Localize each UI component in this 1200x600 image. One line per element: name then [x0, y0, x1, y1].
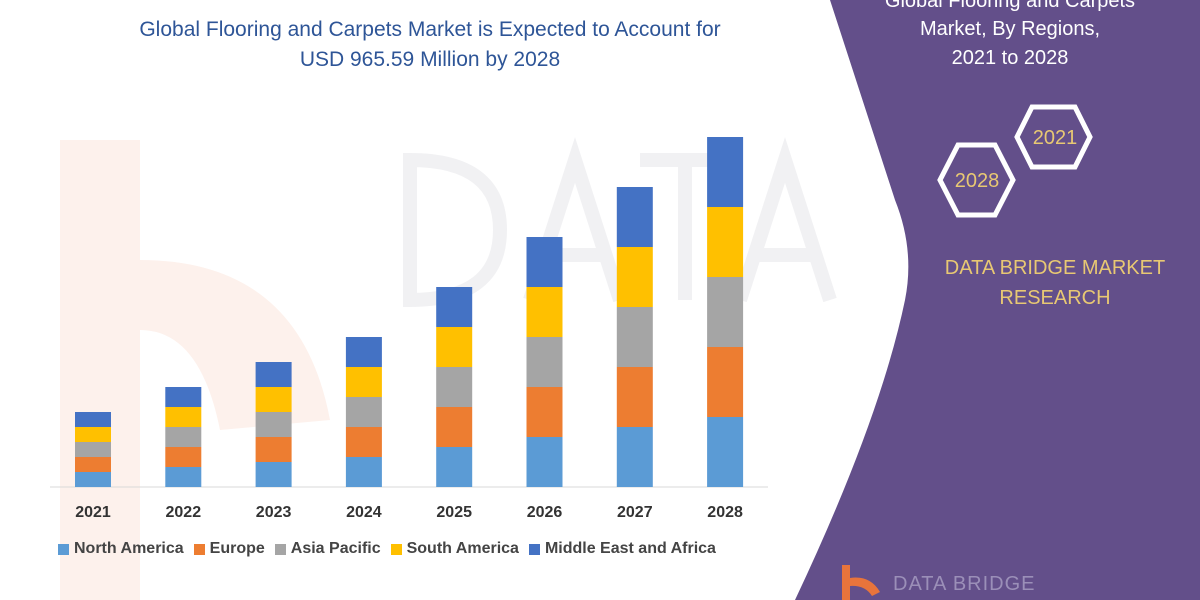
hexagon-2028 [937, 142, 1016, 218]
bar-2021-asia-pacific [75, 442, 111, 457]
x-tick-label: 2023 [255, 504, 292, 521]
x-tick-label: 2022 [165, 504, 202, 521]
bar-2025-middle-east-and-africa [436, 287, 473, 327]
legend: North America Europe Asia Pacific South Ame… [58, 540, 716, 558]
panel-title-line2: Market, By Regions, [919, 18, 1101, 40]
brand-line1: DATA BRIDGE MARKET [944, 257, 1166, 279]
bars [75, 137, 744, 487]
bar-2026-south-america [526, 287, 563, 337]
chart-title-line2: USD 965.59 Million by 2028 [299, 48, 561, 71]
bar-2023-middle-east-and-africa [255, 362, 292, 387]
x-tick-label: 2024 [346, 504, 382, 521]
bar-2023-north-america [255, 462, 292, 487]
legend-item: Middle East and Africa [528, 540, 716, 558]
bar-2027-south-america [616, 247, 653, 307]
logo-mark [842, 565, 880, 600]
hex-label-2028: 2028 [954, 170, 1000, 192]
legend-item: Asia Pacific [274, 540, 381, 558]
bar-2024-middle-east-and-africa [345, 337, 382, 367]
legend-swatch [193, 543, 205, 555]
bar-2021-middle-east-and-africa [75, 412, 111, 427]
chart-title-line1: Global Flooring and Carpets Market is Ex… [139, 18, 721, 41]
legend-label: Middle East and Africa [544, 540, 716, 557]
legend-item: South America [390, 540, 519, 558]
bar-2024-asia-pacific [345, 397, 382, 427]
bar-2021-south-america [75, 427, 111, 442]
bar-2025-north-america [436, 447, 473, 487]
side-panel [795, 0, 1200, 600]
bar-2022-north-america [165, 467, 202, 487]
legend-swatch [274, 543, 286, 555]
bar-2025-asia-pacific [436, 367, 473, 407]
bar-2024-north-america [345, 457, 382, 487]
bar-2025-south-america [436, 327, 473, 367]
brand-line2: RESEARCH [999, 287, 1111, 309]
bar-2021-north-america [75, 472, 111, 487]
legend-swatch [58, 543, 69, 555]
x-tick-label: 2021 [75, 504, 111, 521]
bar-2021-europe [75, 457, 111, 472]
hex-label-2021: 2021 [1032, 127, 1078, 149]
legend-label: North America [74, 540, 184, 557]
legend-swatch [528, 543, 540, 555]
legend-swatch [390, 543, 402, 555]
hexagon-2021 [1014, 104, 1093, 170]
bar-2026-asia-pacific [526, 337, 563, 387]
legend-item: North America [58, 540, 184, 558]
bar-2024-south-america [345, 367, 382, 397]
legend-item: Europe [193, 540, 265, 558]
x-tick-label: 2026 [526, 504, 563, 521]
bar-2027-north-america [616, 427, 653, 487]
bar-2028-north-america [707, 417, 744, 487]
logo-text: DATA BRIDGE [893, 573, 1036, 595]
bar-2024-europe [345, 427, 382, 457]
x-tick-label: 2027 [617, 504, 653, 521]
bar-2025-europe [436, 407, 473, 447]
x-tick-label: 2028 [707, 504, 743, 521]
bar-2026-north-america [526, 437, 563, 487]
bar-2022-europe [165, 447, 202, 467]
bar-2027-europe [616, 367, 653, 427]
bar-2027-asia-pacific [616, 307, 653, 367]
bar-2023-europe [255, 437, 292, 462]
bar-2028-south-america [707, 207, 744, 277]
bar-2023-asia-pacific [255, 412, 292, 437]
panel-title-line3: 2021 to 2028 [951, 47, 1069, 69]
bar-2023-south-america [255, 387, 292, 412]
legend-label: South America [406, 540, 519, 557]
x-tick-label: 2025 [436, 504, 472, 521]
legend-label: Europe [209, 540, 265, 557]
legend-label: Asia Pacific [290, 540, 381, 557]
bar-2027-middle-east-and-africa [616, 187, 653, 247]
bar-2022-south-america [165, 407, 202, 427]
bar-2028-asia-pacific [707, 277, 744, 347]
bar-2022-middle-east-and-africa [165, 387, 202, 407]
watermark-logo [60, 140, 330, 600]
logo [842, 565, 880, 600]
bar-2026-europe [526, 387, 563, 437]
panel-title-line1: Global Flooring and Carpets [884, 0, 1136, 12]
bar-2028-middle-east-and-africa [707, 137, 744, 207]
bar-2028-europe [707, 347, 744, 417]
bar-2022-asia-pacific [165, 427, 202, 447]
bar-2026-middle-east-and-africa [526, 237, 563, 287]
